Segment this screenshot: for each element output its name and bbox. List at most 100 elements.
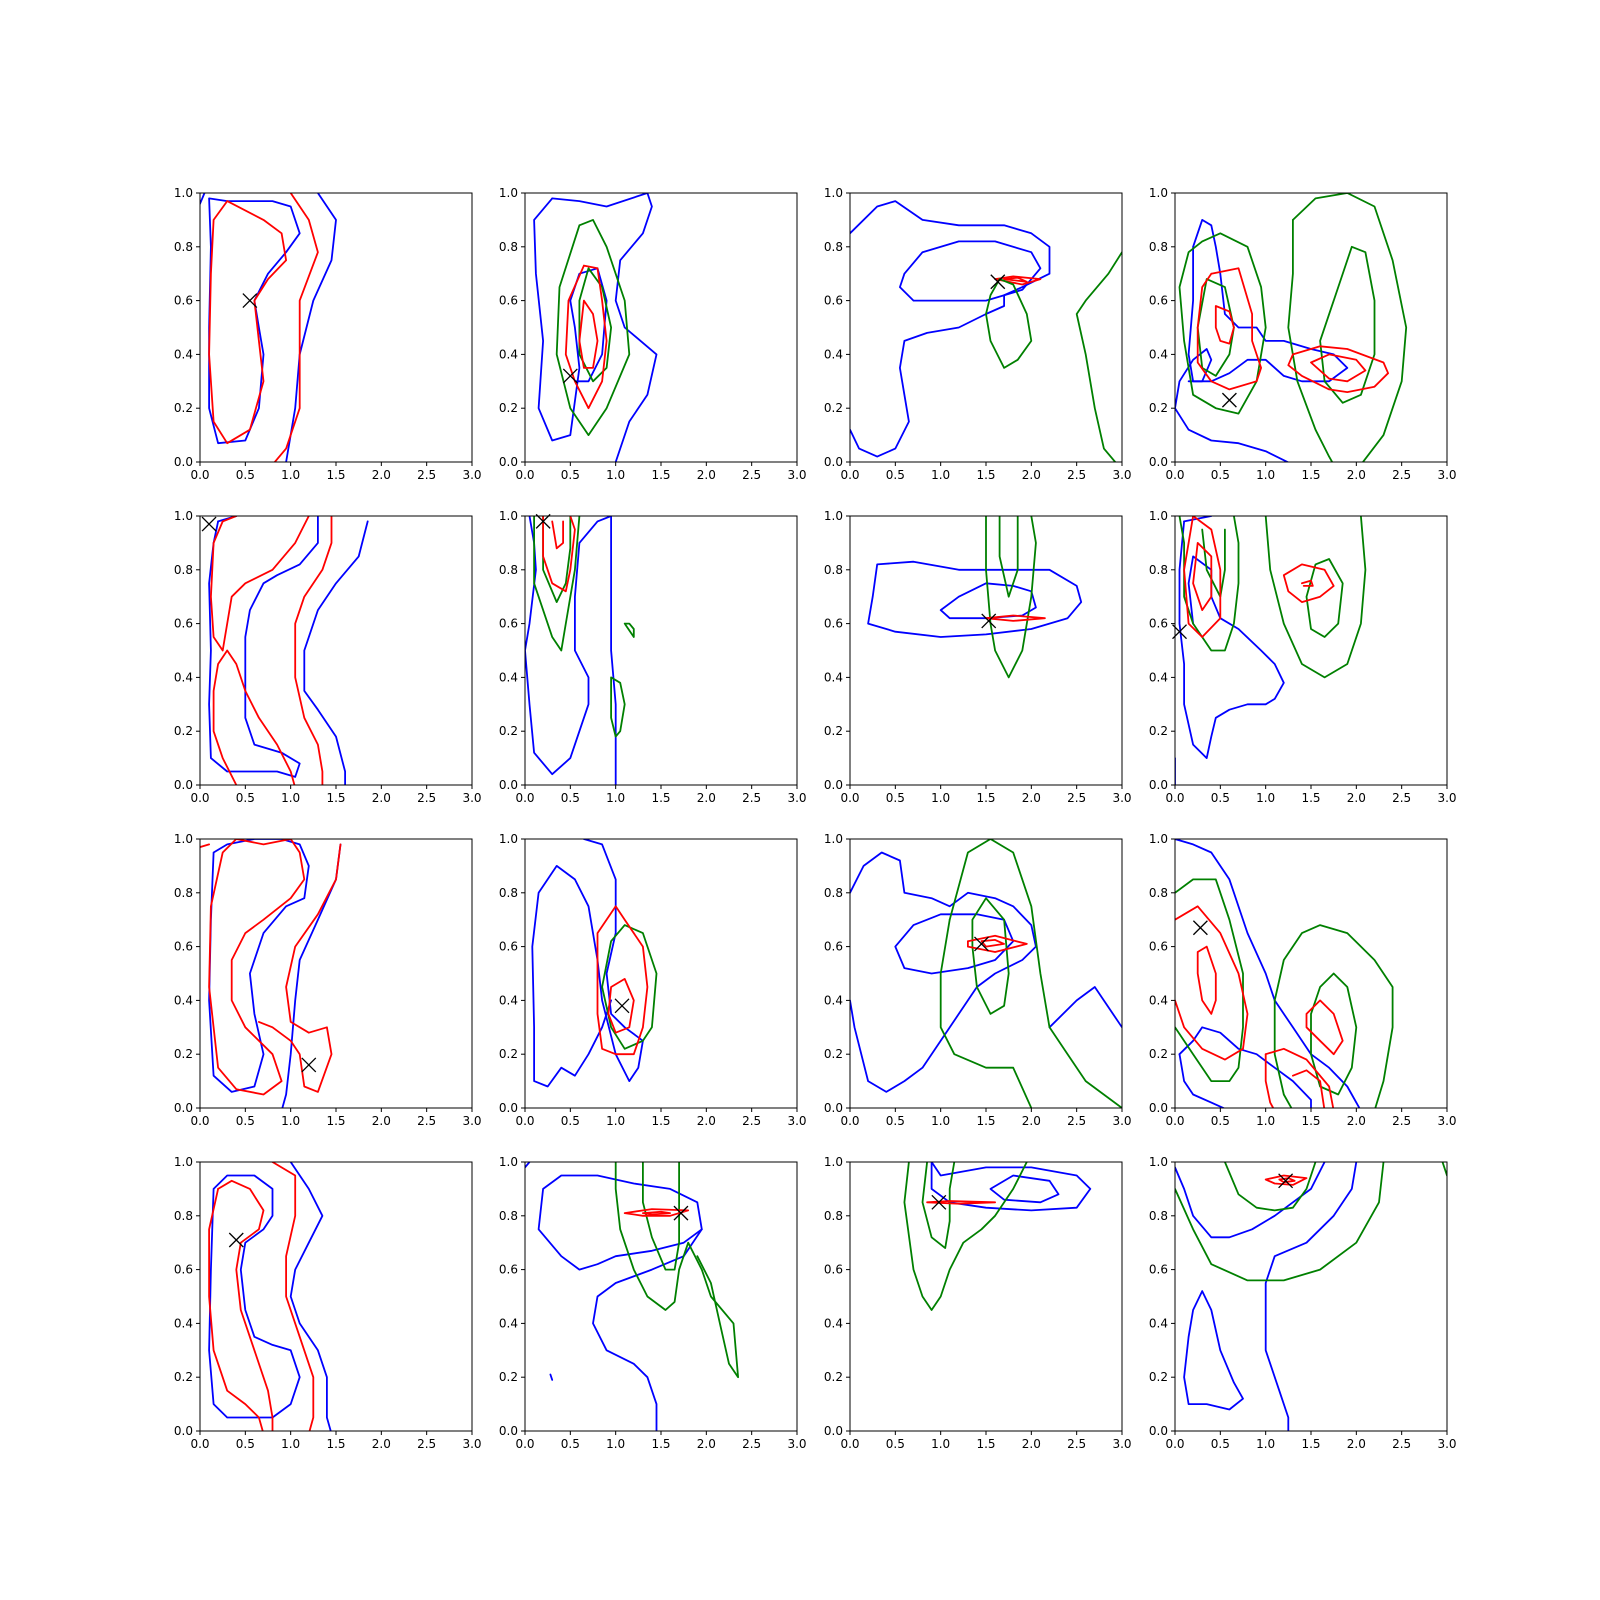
x-marker	[535, 513, 551, 529]
green-contour-line	[998, 516, 1019, 598]
y-tick-label: 0.4	[824, 670, 843, 684]
x-tick-label: 1.5	[976, 1114, 995, 1128]
x-tick-label: 0.0	[1165, 468, 1184, 482]
x-tick-label: 1.0	[931, 1114, 950, 1128]
x-tick-label: 2.5	[742, 468, 761, 482]
subplot-r1-c1: 0.0 0.5 1.0 1.5 2.0 2.5 3.0 0.0 0.2 0.4 0.6 0.8 1.0	[499, 509, 807, 805]
red-contour-line	[208, 200, 287, 445]
x-tick-label: 2.5	[1392, 1114, 1411, 1128]
red-contour-line	[1310, 353, 1367, 383]
y-tick-label: 0.8	[824, 1209, 843, 1223]
blue-contour-line	[303, 520, 369, 785]
y-tick-label: 1.0	[1149, 186, 1168, 200]
y-tick-label: 0.0	[1149, 1424, 1168, 1438]
y-tick-label: 0.0	[174, 1101, 193, 1115]
blue-contour-line	[208, 516, 319, 778]
x-tick-label: 1.0	[1256, 1114, 1275, 1128]
x-marker	[562, 368, 578, 384]
red-contour-line	[578, 299, 599, 369]
y-tick-label: 0.0	[499, 778, 518, 792]
subplot-r0-c2: 0.0 0.5 1.0 1.5 2.0 2.5 3.0 0.0 0.2 0.4 0.6 0.8 1.0	[824, 186, 1132, 482]
y-tick-label: 0.8	[499, 240, 518, 254]
blue-contour-line	[867, 560, 1083, 638]
y-tick-label: 0.2	[1149, 724, 1168, 738]
x-tick-label: 3.0	[787, 1114, 806, 1128]
y-tick-label: 0.4	[1149, 993, 1168, 1007]
x-tick-label: 1.0	[931, 468, 950, 482]
y-tick-label: 1.0	[174, 1155, 193, 1169]
y-tick-label: 1.0	[1149, 832, 1168, 846]
y-tick-label: 0.0	[174, 1424, 193, 1438]
subplot-r2-c3: 0.0 0.5 1.0 1.5 2.0 2.5 3.0 0.0 0.2 0.4 0.6 0.8 1.0	[1149, 832, 1457, 1128]
green-contour-line	[610, 676, 626, 738]
y-tick-label: 0.0	[499, 455, 518, 469]
x-marker	[990, 274, 1006, 290]
x-tick-label: 0.5	[886, 1114, 905, 1128]
y-tick-label: 0.6	[1149, 617, 1168, 631]
blue-contour-line	[1048, 986, 1122, 1029]
x-tick-label: 2.0	[372, 1437, 391, 1451]
x-tick-label: 0.0	[515, 1114, 534, 1128]
x-tick-label: 0.5	[886, 791, 905, 805]
subplot-r1-c3: 0.0 0.5 1.0 1.5 2.0 2.5 3.0 0.0 0.2 0.4 0.6 0.8 1.0	[1149, 509, 1457, 805]
red-contour-line	[294, 516, 333, 785]
x-tick-label: 0.0	[190, 1114, 209, 1128]
subplot-r2-c0: 0.0 0.5 1.0 1.5 2.0 2.5 3.0 0.0 0.2 0.4 0.6 0.8 1.0	[174, 832, 482, 1128]
y-tick-label: 0.2	[499, 401, 518, 415]
y-tick-label: 0.6	[824, 1263, 843, 1277]
y-tick-label: 0.8	[1149, 563, 1168, 577]
contour-group	[850, 839, 1122, 1108]
x-tick-label: 1.5	[326, 1114, 345, 1128]
green-contour-line	[1273, 999, 1293, 1108]
green-contour-line	[614, 1162, 739, 1379]
axes-frame	[524, 192, 798, 463]
y-tick-label: 0.8	[824, 886, 843, 900]
y-tick-label: 0.2	[174, 401, 193, 415]
y-tick-label: 0.2	[174, 1370, 193, 1384]
red-contour-line	[967, 934, 1028, 953]
x-tick-label: 1.5	[976, 791, 995, 805]
x-tick-label: 1.5	[326, 468, 345, 482]
contour-group	[1175, 839, 1394, 1108]
y-tick-label: 0.2	[1149, 1047, 1168, 1061]
x-tick-label: 1.0	[1256, 468, 1275, 482]
y-tick-label: 0.6	[1149, 294, 1168, 308]
x-tick-label: 2.5	[1392, 1437, 1411, 1451]
red-contour-line	[994, 275, 1042, 286]
blue-contour-line	[894, 913, 1015, 975]
y-tick-label: 1.0	[824, 1155, 843, 1169]
x-tick-label: 1.0	[606, 1437, 625, 1451]
x-tick-label: 2.5	[417, 1437, 436, 1451]
x-marker	[931, 1194, 947, 1210]
x-tick-label: 1.5	[976, 1437, 995, 1451]
x-tick-label: 2.0	[1022, 1437, 1041, 1451]
blue-contour-line	[610, 516, 617, 785]
y-tick-label: 0.8	[824, 240, 843, 254]
subplot-r1-c0: 0.0 0.5 1.0 1.5 2.0 2.5 3.0 0.0 0.2 0.4 0.6 0.8 1.0	[174, 509, 482, 805]
y-tick-label: 0.6	[824, 940, 843, 954]
x-tick-label: 0.0	[840, 1114, 859, 1128]
green-contour-line	[903, 1162, 1028, 1311]
x-tick-label: 1.5	[1301, 1437, 1320, 1451]
y-tick-label: 0.6	[499, 294, 518, 308]
y-tick-label: 0.6	[1149, 1263, 1168, 1277]
x-tick-label: 2.0	[697, 1437, 716, 1451]
x-tick-label: 1.0	[281, 468, 300, 482]
x-tick-label: 1.5	[1301, 791, 1320, 805]
x-tick-label: 1.5	[326, 791, 345, 805]
contour-group	[208, 1162, 332, 1431]
blue-contour-line	[1178, 1053, 1226, 1108]
y-tick-label: 0.4	[824, 347, 843, 361]
x-tick-label: 2.0	[1347, 1114, 1366, 1128]
x-tick-label: 3.0	[462, 1114, 481, 1128]
subplot-r0-c1: 0.0 0.5 1.0 1.5 2.0 2.5 3.0 0.0 0.2 0.4 0.6 0.8 1.0	[499, 186, 807, 482]
subplot-r1-c2: 0.0 0.5 1.0 1.5 2.0 2.5 3.0 0.0 0.2 0.4 0.6 0.8 1.0	[824, 509, 1132, 805]
blue-contour-line	[1175, 407, 1290, 462]
y-tick-label: 0.4	[499, 670, 518, 684]
y-tick-label: 0.6	[499, 617, 518, 631]
y-tick-label: 0.8	[174, 1209, 193, 1223]
red-contour-line	[1264, 1047, 1335, 1108]
y-tick-label: 0.0	[1149, 455, 1168, 469]
red-contour-line	[1183, 516, 1222, 638]
x-tick-label: 3.0	[462, 791, 481, 805]
